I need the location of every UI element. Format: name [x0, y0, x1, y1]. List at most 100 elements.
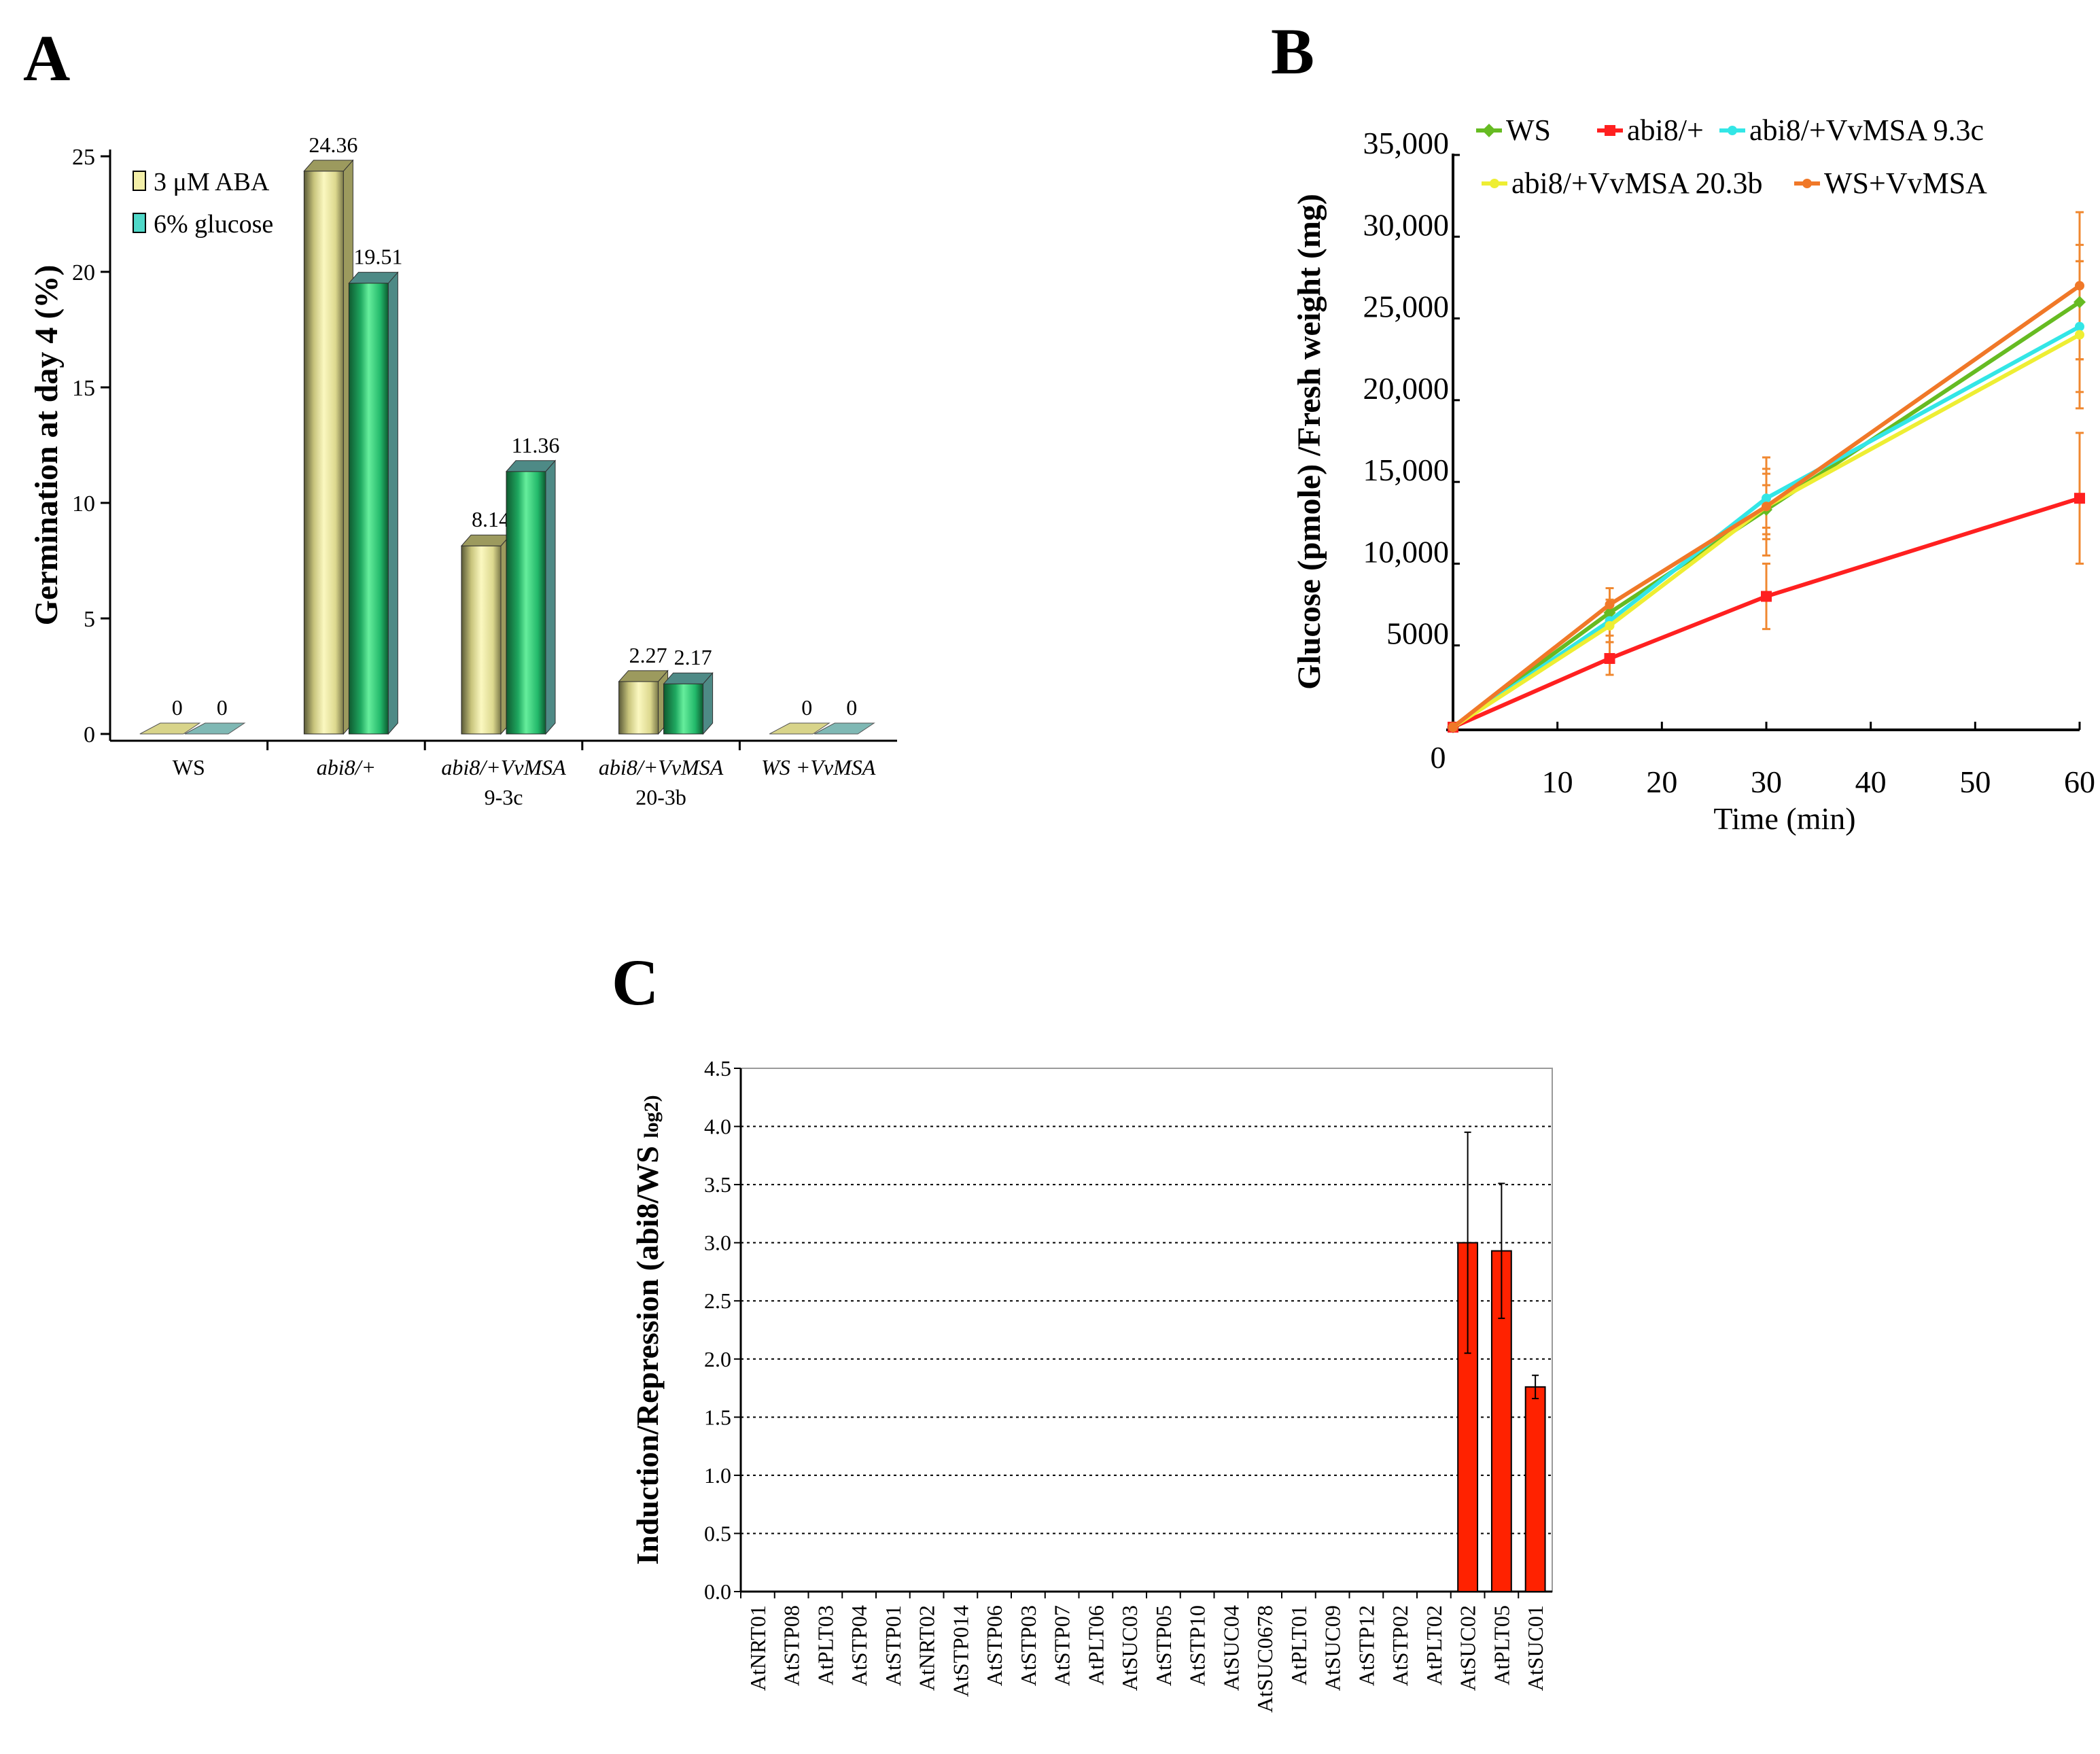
bar-front	[663, 683, 704, 735]
data-label: 11.36	[512, 433, 560, 457]
y-axis-label-main: Induction/Repression (abi8/WS	[630, 1138, 665, 1565]
legend-marker	[1482, 124, 1496, 137]
legend-label: 3 μM ABA	[154, 168, 270, 196]
bar-top	[184, 722, 246, 735]
x-tick-label: AtPLT02	[1422, 1605, 1446, 1685]
data-point	[2075, 330, 2084, 340]
plot-area	[740, 1068, 1553, 1592]
data-point	[2074, 493, 2085, 504]
data-label: 0	[172, 695, 183, 720]
x-tick-label: abi8/+VvMSA	[599, 755, 724, 779]
y-tick-label: 0.0	[704, 1579, 731, 1604]
y-tick-label: 15,000	[1363, 453, 1450, 487]
y-tick-label: 25,000	[1363, 290, 1450, 324]
legend-label: WS+VvMSA	[1824, 166, 1987, 200]
y-tick-label: 0.5	[704, 1521, 731, 1545]
data-point	[1761, 591, 1772, 602]
y-tick-label: 2.5	[704, 1288, 731, 1313]
series-line	[1452, 284, 2081, 729]
series-line	[1452, 496, 2080, 729]
x-tick-label: AtPLT05	[1489, 1605, 1513, 1685]
y-tick-label: 20	[72, 260, 95, 285]
y-tick-label: 10	[72, 491, 95, 516]
data-point	[1604, 652, 1615, 664]
x-origin-label: 0	[1431, 740, 1446, 775]
bar-side	[387, 271, 398, 735]
legend-label: abi8/+VvMSA 20.3b	[1511, 166, 1763, 200]
y-tick-label: 10,000	[1363, 534, 1450, 569]
y-tick-label: 4.5	[704, 1056, 731, 1081]
x-tick-label: AtNRT01	[746, 1605, 770, 1691]
x-tick-label: 10	[1542, 765, 1573, 799]
x-tick-label: AtSTP10	[1185, 1605, 1210, 1686]
y-tick-label: 1.5	[704, 1405, 731, 1429]
x-tick-label: AtSUC02	[1456, 1605, 1480, 1691]
x-tick-label: 20	[1646, 765, 1677, 799]
data-point	[1605, 599, 1615, 610]
bar-top	[303, 160, 354, 172]
y-tick-label: 3.5	[704, 1172, 731, 1197]
bar	[1524, 1386, 1546, 1593]
data-label: 24.36	[309, 133, 357, 157]
chart-b: 5000 10,000 15,000 20,000 25,000 30,000 35,000…	[1291, 113, 2095, 836]
series-line	[1452, 332, 2081, 729]
legend-marker	[1490, 179, 1499, 188]
legend-label: abi8/+VvMSA 9.3c	[1749, 113, 1984, 147]
legend-marker	[1728, 126, 1737, 135]
chart-c: 0.0 0.5 1.0 1.5 2.0 2.5 3.0 3.5 4.0 4.5 AtNRT01 AtS…	[630, 1056, 1553, 1713]
legend-swatch	[133, 213, 146, 233]
bar-front	[506, 471, 546, 735]
x-tick-label: WS +VvMSA	[761, 755, 876, 779]
x-tick-sublabel: 9-3c	[485, 785, 523, 809]
y-axis-label-sub: log2)	[640, 1095, 663, 1138]
data-label: 2.27	[629, 643, 667, 667]
x-tick-sublabel: 20-3b	[635, 785, 686, 809]
y-tick-label: 35,000	[1363, 126, 1450, 160]
x-tick-label: AtSTP01	[881, 1605, 905, 1686]
bar-top	[813, 722, 875, 735]
data-point	[1762, 502, 1771, 512]
y-tick-label: 2.0	[704, 1347, 731, 1371]
x-tick-label: 40	[1855, 765, 1887, 799]
y-axis-label: Induction/Repression (abi8/WS log2)	[630, 1095, 665, 1564]
y-tick-label: 25	[72, 145, 95, 170]
data-label: 19.51	[353, 245, 402, 269]
y-tick-label: 15	[72, 376, 95, 401]
bar-front	[618, 681, 659, 735]
chart-a: 0 5 10 15 20 25 Germination at day 4 (%) WS 0 0 ab…	[29, 133, 897, 809]
x-tick-label: AtSTP06	[982, 1605, 1007, 1686]
legend-marker	[1802, 179, 1812, 188]
x-tick-label: abi8/+VvMSA	[441, 755, 566, 779]
y-tick-label: 30,000	[1363, 207, 1450, 242]
data-point	[2075, 321, 2084, 332]
y-axis-label: Glucose (pmole) /Fresh weight (mg)	[1291, 194, 1327, 690]
x-tick-label: AtSUC01	[1523, 1605, 1547, 1691]
x-axis-label: Time (min)	[1713, 801, 1855, 836]
data-label: 0	[801, 695, 812, 720]
data-label: 2.17	[674, 645, 712, 669]
data-point	[1603, 606, 1616, 619]
x-tick-label: AtPLT06	[1083, 1605, 1108, 1685]
x-tick-label: AtPLT01	[1287, 1605, 1311, 1685]
y-tick-label: 3.0	[704, 1231, 731, 1255]
panel-b-letter: B	[1271, 15, 1314, 88]
x-tick-label: AtSTP12	[1354, 1605, 1378, 1686]
legend-marker	[1605, 125, 1615, 136]
data-point	[1762, 493, 1771, 504]
x-tick-label: AtSUC09	[1320, 1605, 1345, 1691]
bar-top	[505, 460, 557, 472]
x-tick-label: AtSUC04	[1219, 1605, 1243, 1691]
y-tick-label: 1.0	[704, 1463, 731, 1488]
y-tick-label: 5	[84, 607, 95, 632]
x-tick-label: AtSUC03	[1117, 1605, 1142, 1691]
x-tick-label: AtSTP05	[1151, 1605, 1176, 1686]
panel-a-letter: A	[23, 22, 70, 94]
x-tick-label: AtSTP02	[1388, 1605, 1412, 1686]
x-tick-label: WS	[173, 755, 205, 779]
y-axis-label: Germination at day 4 (%)	[29, 265, 65, 626]
x-tick-label: AtSTP07	[1050, 1605, 1074, 1686]
bar-front	[303, 171, 344, 735]
x-tick-label: AtNRT02	[915, 1605, 939, 1691]
legend-swatch	[133, 171, 146, 191]
data-point	[1448, 722, 1458, 732]
